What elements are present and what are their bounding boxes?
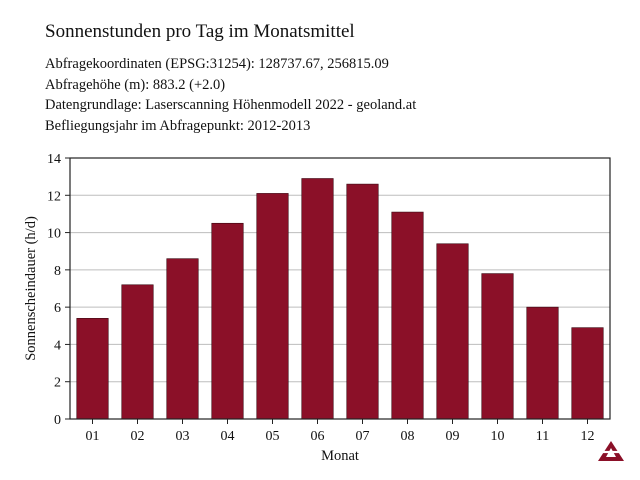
y-tick-label: 0: [54, 413, 61, 428]
bar: [346, 183, 379, 420]
query-coordinates: Abfragekoordinaten (EPSG:31254): 128737.…: [45, 56, 389, 72]
bars: [76, 178, 604, 420]
data-source: Datengrundlage: Laserscanning Höhenmodel…: [45, 97, 417, 113]
bar: [121, 284, 154, 420]
y-ticks: 0 2 4 6 8 10 12 14: [47, 152, 70, 428]
bar: [481, 273, 514, 420]
x-axis-label: Monat: [321, 448, 359, 464]
bar: [526, 306, 559, 420]
bar: [166, 258, 199, 420]
x-ticks: 01 02 03 04 05 06 07 08 09 10 11 12: [86, 419, 595, 444]
y-tick-label: 10: [47, 227, 61, 242]
y-axis-label: Sonnenscheindauer (h/d): [23, 216, 39, 361]
bar: [436, 243, 469, 420]
bar: [391, 211, 424, 420]
bar: [76, 318, 109, 420]
x-tick-label: 05: [266, 429, 280, 444]
y-tick-label: 12: [47, 189, 61, 204]
x-tick-label: 02: [131, 429, 145, 444]
x-tick-label: 06: [311, 429, 325, 444]
y-tick-label: 6: [54, 301, 61, 316]
x-tick-label: 12: [581, 429, 595, 444]
grid-lines: [70, 194, 610, 383]
y-tick-label: 8: [54, 264, 61, 279]
bar: [301, 178, 334, 420]
y-tick-label: 14: [47, 152, 61, 167]
bar: [256, 193, 289, 420]
x-tick-label: 09: [446, 429, 460, 444]
chart-title: Sonnenstunden pro Tag im Monatsmittel: [45, 21, 355, 42]
bar: [571, 327, 604, 420]
x-tick-label: 08: [401, 429, 415, 444]
x-tick-label: 03: [176, 429, 190, 444]
triangle-logo-icon: [598, 441, 624, 461]
query-height: Abfragehöhe (m): 883.2 (+2.0): [45, 77, 226, 93]
x-tick-label: 11: [536, 429, 549, 444]
plot-frame: [69, 157, 611, 420]
y-tick-label: 2: [54, 376, 61, 391]
x-tick-label: 10: [491, 429, 505, 444]
x-tick-label: 01: [86, 429, 100, 444]
bar: [211, 222, 244, 420]
x-tick-label: 07: [356, 429, 370, 444]
flight-year: Befliegungsjahr im Abfragepunkt: 2012-20…: [45, 118, 311, 134]
y-tick-label: 4: [54, 338, 61, 353]
x-tick-label: 04: [221, 429, 235, 444]
